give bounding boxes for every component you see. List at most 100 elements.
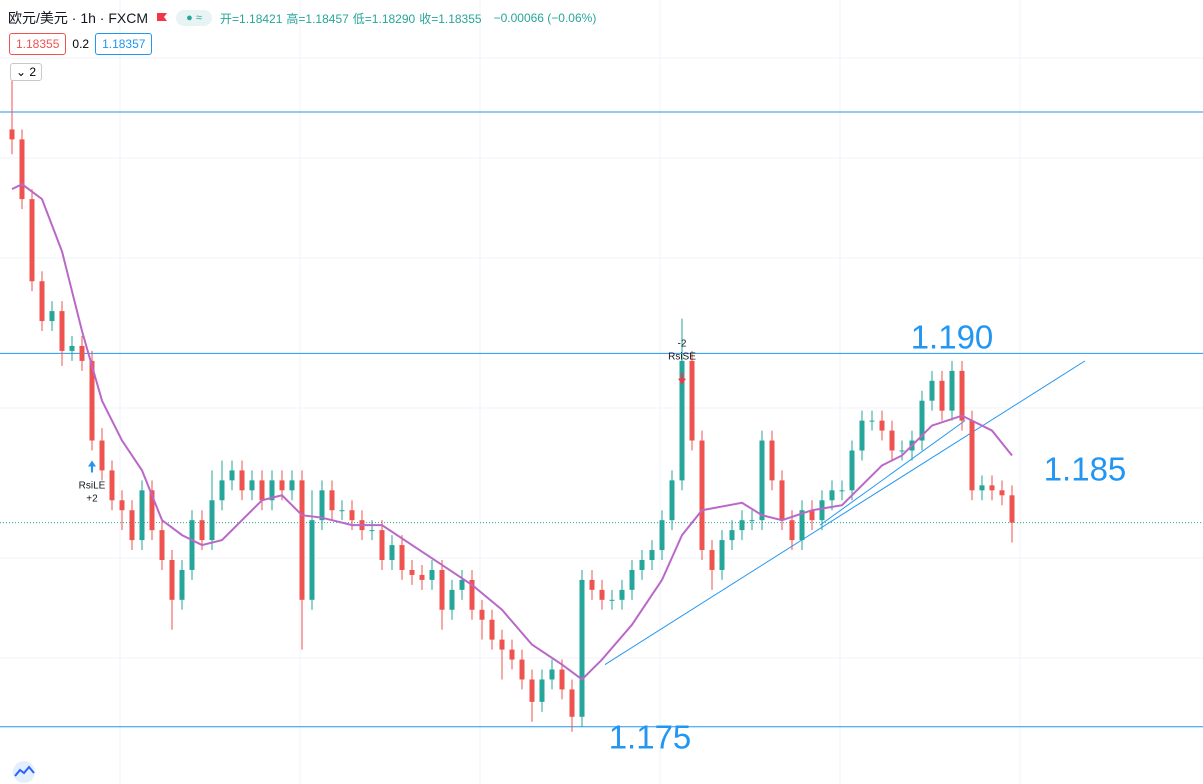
signal-qty: +2 — [86, 493, 98, 504]
candle-body — [139, 490, 145, 541]
candle-body — [199, 520, 205, 541]
candle-body — [449, 589, 455, 610]
candle-body — [269, 480, 275, 501]
candle-body — [479, 609, 485, 620]
symbol-title[interactable]: 欧元/美元 · 1h · FXCM — [8, 10, 149, 26]
candle-body — [579, 579, 585, 717]
candle-body — [729, 530, 735, 541]
signal-arrow — [88, 460, 96, 473]
candle-body — [329, 490, 335, 511]
ohlc: 开=1.18421 高=1.18457 低=1.18290 收=1.18355 — [220, 10, 486, 27]
candle-body — [129, 510, 135, 541]
candle-body — [519, 659, 525, 680]
candle-body — [839, 490, 845, 492]
candle-body — [659, 520, 665, 551]
level-label: 1.190 — [911, 319, 994, 356]
candle-body — [219, 480, 225, 501]
candle-body — [609, 599, 615, 601]
candle-body — [879, 420, 885, 431]
candle-body — [619, 589, 625, 600]
candle-body — [559, 669, 565, 690]
legend: 1.18355 0.2 1.18357 — [9, 33, 153, 55]
candle-body — [779, 480, 785, 521]
candle-body — [289, 480, 295, 491]
candle-body — [399, 545, 405, 570]
candle-body — [39, 281, 45, 322]
candle-body — [159, 530, 165, 560]
candle-body — [9, 129, 15, 140]
candle-body — [19, 139, 25, 200]
moving-average — [11, 183, 1013, 681]
ohlc-item: 高=1.18457 — [286, 11, 349, 26]
candle-body — [569, 689, 575, 717]
candle-body — [209, 500, 215, 541]
candle-body — [389, 545, 395, 560]
candle-body — [869, 420, 875, 422]
candle-body — [719, 540, 725, 570]
candle-body — [459, 579, 465, 590]
candle-body — [759, 440, 765, 521]
logo[interactable] — [13, 761, 35, 783]
candle-body — [549, 669, 555, 680]
candle-body — [739, 520, 745, 531]
candle-body — [829, 490, 835, 501]
candle-body — [819, 500, 825, 521]
candle-body — [249, 480, 255, 491]
header: 欧元/美元 · 1h · FXCM ● ≈ 开=1.18421 高=1.18457… — [8, 8, 596, 28]
candle-body — [409, 569, 415, 575]
candle-body — [419, 574, 425, 580]
candle-body — [59, 311, 65, 351]
collapse-button[interactable]: ⌄ 2 — [10, 63, 43, 81]
candle-body — [189, 520, 195, 570]
candle-body — [849, 450, 855, 491]
bid[interactable]: 1.18355 — [9, 33, 67, 55]
candle-body — [349, 510, 355, 521]
candle-body — [309, 520, 315, 600]
ask[interactable]: 1.18357 — [95, 33, 153, 55]
candle-body — [699, 440, 705, 551]
candle-body — [769, 440, 775, 481]
candle-body — [109, 470, 115, 501]
candle-body — [999, 490, 1005, 496]
trend-line — [819, 420, 966, 526]
collapse-count: 2 — [29, 65, 37, 79]
status-badge[interactable]: ● ≈ — [176, 10, 213, 26]
candle-body — [809, 510, 815, 521]
level-label: 1.175 — [609, 719, 692, 756]
candle-body — [949, 370, 955, 411]
candle-body — [799, 510, 805, 541]
candle-body — [429, 569, 435, 580]
change: −0.00066 (−0.06%) — [493, 11, 597, 25]
candle-body — [49, 311, 55, 322]
candle-body — [79, 345, 85, 361]
candle-body — [149, 490, 155, 531]
candle-body — [169, 560, 175, 600]
candle-body — [899, 450, 905, 452]
candle-body — [919, 400, 925, 441]
spread: 0.2 — [72, 37, 90, 51]
candle-body — [669, 480, 675, 521]
trend-line — [604, 360, 1086, 665]
candle-body — [859, 420, 865, 451]
flag[interactable] — [156, 12, 168, 24]
candle-body — [939, 380, 945, 411]
candle-body — [589, 579, 595, 590]
candle-body — [279, 480, 285, 491]
candle-body — [339, 510, 345, 512]
candle-body — [509, 649, 515, 660]
candle-body — [259, 480, 265, 501]
candle-body — [969, 420, 975, 491]
candle-body — [789, 520, 795, 541]
candle-body — [979, 485, 985, 491]
signal-qty: -2 — [678, 339, 687, 350]
ohlc-item: 开=1.18421 — [220, 11, 283, 26]
candle-body — [379, 530, 385, 560]
candle-body — [649, 550, 655, 560]
candle-body — [29, 199, 35, 282]
candle-body — [539, 679, 545, 702]
candle-body — [469, 579, 475, 610]
candle-body — [319, 490, 325, 521]
candle-body — [599, 589, 605, 600]
